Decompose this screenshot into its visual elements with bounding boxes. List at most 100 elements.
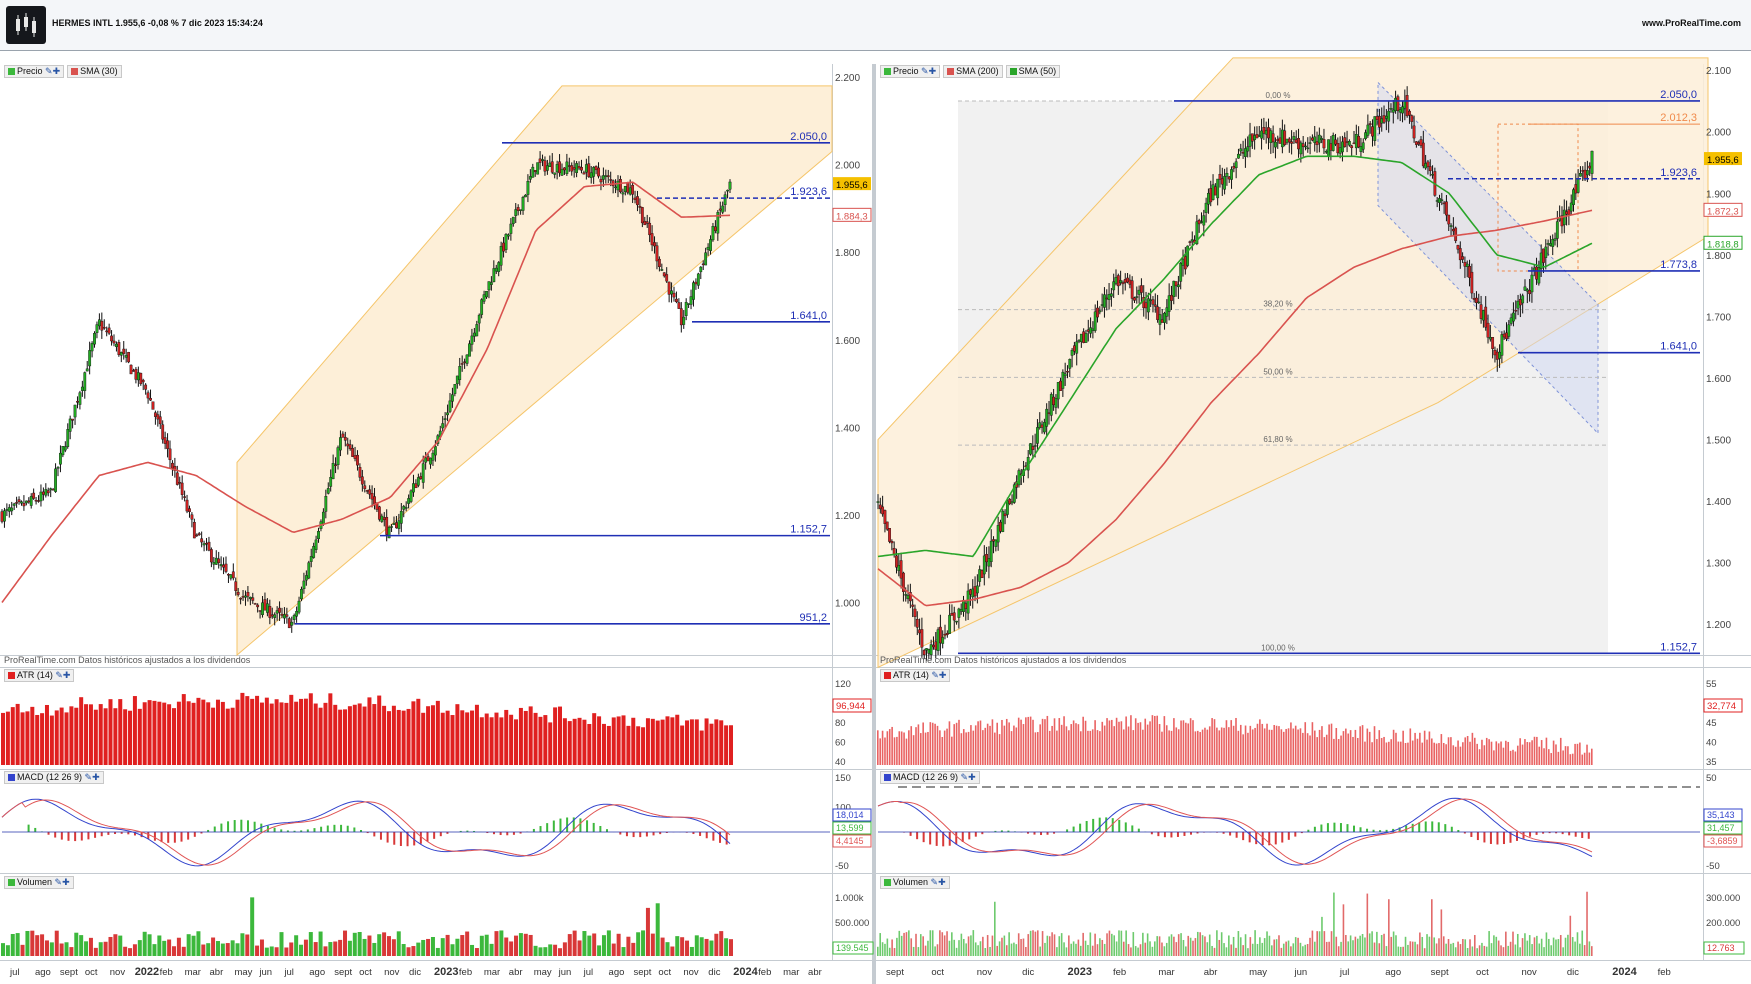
candle-body <box>1565 211 1568 215</box>
atr-bar <box>1072 720 1075 765</box>
wrench-icon[interactable]: ✎ <box>45 65 53 76</box>
atr-bar <box>1373 726 1376 765</box>
legend-atr[interactable]: ATR (14) ✎ ✚ <box>880 668 951 682</box>
legend-volumen[interactable]: Volumen ✎ ✚ <box>880 875 950 889</box>
atr-bar <box>977 721 979 765</box>
candle-body <box>1167 295 1171 312</box>
atr-bar <box>1223 727 1225 765</box>
plus-icon[interactable]: ✚ <box>968 771 976 782</box>
atr-axis-tick: 80 <box>835 718 846 729</box>
volume-bar <box>1414 941 1416 956</box>
candle-body <box>1181 259 1185 266</box>
candle-body <box>643 220 647 226</box>
x-axis-label: nov <box>110 967 126 978</box>
legend-volumen[interactable]: Volumen ✎ ✚ <box>4 875 74 889</box>
candle-body <box>1583 169 1587 180</box>
volume-bar <box>1442 936 1445 956</box>
plus-icon[interactable]: ✚ <box>92 771 100 782</box>
wrench-icon[interactable]: ✎ <box>54 876 63 887</box>
legend-macd[interactable]: MACD (12 26 9) ✎ ✚ <box>880 770 980 784</box>
candle-body <box>39 491 43 502</box>
volume-bar <box>1342 904 1345 956</box>
plus-icon[interactable]: ✚ <box>938 876 946 887</box>
candle-body <box>370 492 374 500</box>
atr-bar <box>1075 723 1077 765</box>
atr-bar <box>1115 717 1118 765</box>
candle-body <box>1204 202 1208 213</box>
candle-body <box>314 539 318 550</box>
plus-icon[interactable]: ✚ <box>52 65 61 76</box>
wrench-icon[interactable]: ✎ <box>84 771 93 782</box>
candle-body <box>592 167 596 177</box>
candle-body <box>1047 412 1051 414</box>
candle-body <box>1130 280 1134 299</box>
legend-atr[interactable]: ATR (14) ✎ ✚ <box>4 668 75 682</box>
macd-histogram-bar <box>599 825 602 832</box>
legend-sma200[interactable]: SMA (200) <box>943 64 1003 78</box>
volume-bar <box>1345 935 1347 956</box>
volume-bar <box>886 938 889 956</box>
candle-body <box>56 467 60 469</box>
atr-bar <box>881 730 884 765</box>
candle-body <box>497 262 501 272</box>
legend-label: SMA (30) <box>80 66 118 76</box>
level-label: 951,2 <box>799 612 827 624</box>
atr-bar <box>215 699 220 765</box>
app-logo-icon[interactable] <box>6 6 46 44</box>
atr-bar <box>1457 740 1459 765</box>
macd-histogram-bar <box>1405 825 1408 832</box>
plus-icon[interactable]: ✚ <box>62 669 71 680</box>
site-url-link[interactable]: www.ProRealTime.com <box>1641 18 1741 28</box>
macd-histogram-bar <box>955 832 958 845</box>
volume-bar <box>1333 892 1335 956</box>
atr-bar <box>1388 741 1390 765</box>
atr-bar <box>1431 738 1433 765</box>
atr-bar <box>1113 726 1116 765</box>
legend-sma30[interactable]: SMA (30) <box>67 64 122 78</box>
plus-icon[interactable]: ✚ <box>62 876 70 887</box>
legend-precio[interactable]: Precio ✎ ✚ <box>880 64 941 78</box>
macd-histogram-bar <box>512 832 515 835</box>
candle-body <box>231 571 235 579</box>
volume-bar <box>1426 934 1428 956</box>
candle-body <box>1518 299 1522 306</box>
fib-retracement-box <box>958 100 1608 654</box>
legend-sma50[interactable]: SMA (50) <box>1005 64 1061 78</box>
atr-bar <box>1091 729 1094 765</box>
atr-bar <box>1056 730 1058 765</box>
atr-bar <box>1218 730 1221 765</box>
wrench-icon[interactable]: ✎ <box>930 876 939 887</box>
atr-bar <box>1306 733 1309 765</box>
macd-axis-tick: -50 <box>1706 861 1720 872</box>
candle-body <box>312 546 316 558</box>
candle-body <box>1525 289 1529 292</box>
atr-bar <box>996 722 998 765</box>
macd-histogram-bar <box>227 821 230 832</box>
macd-histogram-bar <box>1418 822 1421 832</box>
plus-icon[interactable]: ✚ <box>938 669 947 680</box>
atr-bar <box>386 711 391 765</box>
legend-precio[interactable]: Precio ✎ ✚ <box>4 64 65 78</box>
candle-body <box>49 488 53 491</box>
wrench-icon[interactable]: ✎ <box>931 669 939 680</box>
candle-body <box>1375 116 1379 120</box>
wrench-icon[interactable]: ✎ <box>921 65 929 76</box>
candle-body <box>0 511 4 522</box>
legend-macd[interactable]: MACD (12 26 9) ✎ ✚ <box>4 770 104 784</box>
volume-bar <box>382 932 387 956</box>
wrench-icon[interactable]: ✎ <box>55 669 63 680</box>
atr-bar <box>1476 743 1478 765</box>
plus-icon[interactable]: ✚ <box>928 65 937 76</box>
candle-body <box>458 366 462 380</box>
volume-bar <box>215 941 220 956</box>
volume-bar <box>1552 937 1555 956</box>
volume-bar <box>1378 943 1381 956</box>
x-axis-label: oct <box>658 967 671 978</box>
atr-bar <box>1185 722 1187 765</box>
volume-bar <box>470 944 475 956</box>
atr-bar <box>1309 735 1311 765</box>
candle-body <box>433 446 437 456</box>
wrench-icon[interactable]: ✎ <box>960 771 969 782</box>
atr-bar <box>655 720 660 765</box>
